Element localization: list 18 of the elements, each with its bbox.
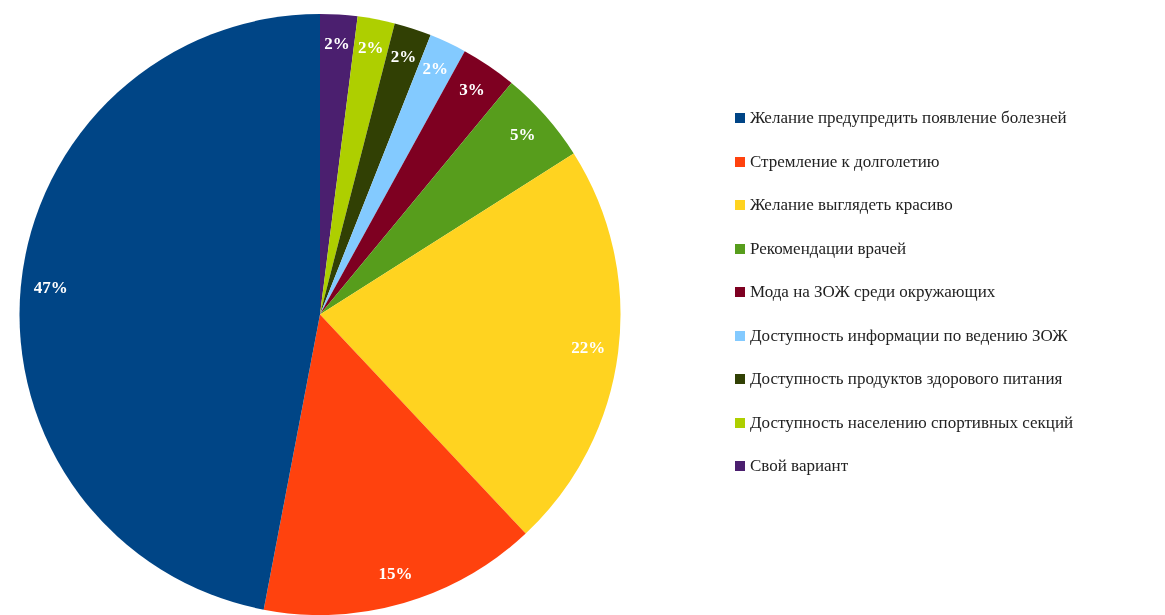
legend-label: Рекомендации врачей bbox=[750, 238, 907, 259]
data-label: 3% bbox=[459, 80, 485, 100]
data-label: 47% bbox=[33, 278, 68, 298]
legend-label: Доступность продуктов здорового питания bbox=[750, 369, 1063, 389]
legend-label: Стремление к долголетию bbox=[750, 151, 940, 172]
data-label: 2% bbox=[390, 46, 417, 66]
data-label: 22% bbox=[571, 337, 606, 357]
data-label: 2% bbox=[422, 59, 448, 79]
data-label: 2% bbox=[357, 38, 384, 58]
legend-label: Мода на ЗОЖ среди окружающих bbox=[750, 282, 996, 302]
legend-label: Доступность информации по ведению ЗОЖ bbox=[750, 325, 1068, 346]
data-label: 5% bbox=[510, 125, 536, 145]
data-label: 2% bbox=[324, 33, 350, 53]
legend-label: Желание выглядеть красиво bbox=[750, 195, 953, 215]
legend-label: Желание предупредить появление болезней bbox=[750, 108, 1067, 128]
legend-label: Доступность населению спортивных секций bbox=[750, 412, 1074, 433]
legend-label: Свой вариант bbox=[750, 456, 849, 476]
data-label: 15% bbox=[378, 563, 413, 583]
